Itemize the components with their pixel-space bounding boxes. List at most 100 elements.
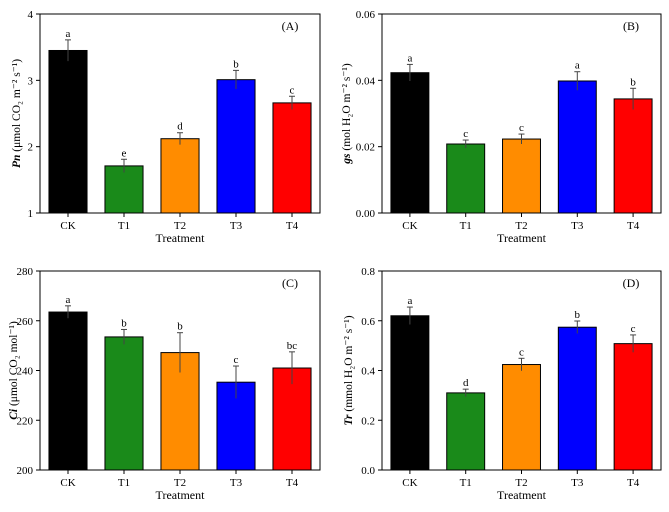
- panel-c-label: (C): [282, 276, 298, 290]
- panel-c-xtick-label: T3: [230, 477, 243, 489]
- panel-d-xtick-label: T1: [460, 477, 472, 489]
- panel-a-bar-t1: [104, 165, 144, 214]
- panel-d-ytick-label: 0.8: [361, 266, 375, 278]
- panel-c-significance-letter: c: [234, 354, 239, 366]
- panel-b-label: (B): [623, 19, 639, 33]
- panel-a-ytick-label: 1: [28, 208, 34, 220]
- panel-a-bar-t2: [160, 138, 200, 214]
- panel-b-x-axis-label: Treatment: [497, 231, 547, 245]
- panel-c-y-axis-label: Ci (μmol CO₂ mol⁻¹): [8, 321, 20, 420]
- panel-a-significance-letter: a: [66, 28, 71, 40]
- panel-c-significance-letter: b: [177, 321, 183, 333]
- panel-a-bar-ck: [48, 49, 88, 214]
- panel-b-xtick-label: CK: [402, 220, 417, 232]
- panel-a-xtick-label: T3: [230, 220, 243, 232]
- panel-b-bar-t3: [557, 80, 597, 214]
- panel-d-bar-t1: [446, 392, 486, 471]
- panel-c: 200 220 240 260 280 a CK b T1 b T2 c T3 bc T4 Treatment…: [8, 266, 321, 502]
- panel-c-significance-letter: a: [66, 294, 71, 306]
- panel-a-label: (A): [282, 19, 299, 33]
- panel-b-bar-t2: [502, 138, 541, 214]
- panel-a-y-axis-symbol: Pn: [11, 152, 23, 168]
- panel-d-significance-letter: d: [463, 377, 469, 389]
- panel-c-x-axis-label: Treatment: [156, 488, 206, 502]
- panel-d-label: (D): [623, 276, 640, 290]
- panel-d-bar-t2: [502, 364, 541, 471]
- panel-d-x-axis-label: Treatment: [497, 488, 547, 502]
- panel-a-y-axis-unit: (μmol CO₂ m⁻² s⁻¹): [11, 59, 23, 152]
- panel-b-xtick-label: T4: [627, 220, 640, 232]
- panel-d-xtick-label: T2: [515, 477, 527, 489]
- panel-d-xtick-label: T4: [627, 477, 640, 489]
- panel-a-xtick-label: CK: [60, 220, 75, 232]
- panel-b-significance-letter: c: [519, 122, 524, 134]
- panel-b-xtick-label: T1: [460, 220, 472, 232]
- panel-b-xtick-label: T3: [571, 220, 584, 232]
- panel-d-significance-letter: c: [631, 323, 636, 335]
- panel-a-xtick-label: T1: [118, 220, 130, 232]
- panel-c-xtick-label: T2: [174, 477, 186, 489]
- panel-b-ytick-label: 0.02: [356, 142, 375, 154]
- panel-d-y-axis-label: Tr (mmol H₂O m⁻² s⁻¹): [343, 315, 355, 425]
- panel-c-ytick-label: 240: [17, 366, 34, 378]
- panel-a-significance-letter: b: [233, 58, 239, 70]
- panel-a-ytick-label: 4: [28, 9, 34, 21]
- panel-b-ytick-label: 0.06: [356, 9, 376, 21]
- panel-b-y-axis-label: gs (mol H₂O m⁻² s⁻¹): [341, 63, 353, 165]
- panel-a-xtick-label: T2: [174, 220, 186, 232]
- panel-b-bar-t4: [613, 98, 653, 214]
- panel-c-bar-t4: [272, 367, 312, 471]
- panel-d-ytick-label: 0.4: [361, 366, 375, 378]
- panel-d-y-axis-symbol: Tr: [343, 412, 355, 426]
- panel-d-significance-letter: a: [407, 295, 412, 307]
- panel-b-bar-t1: [446, 143, 486, 214]
- panel-d-significance-letter: c: [519, 346, 524, 358]
- panel-d-ytick-label: 0.0: [361, 465, 375, 477]
- panel-c-ytick-label: 280: [17, 266, 34, 278]
- panel-a-ytick-label: 3: [28, 75, 34, 87]
- panel-b: 0.00 0.02 0.04 0.06 a CK c T1 c T2 a T3 b T4 Treatment…: [341, 9, 662, 245]
- panel-c-ytick-label: 220: [17, 415, 34, 427]
- panel-c-xtick-label: T4: [286, 477, 299, 489]
- panel-b-significance-letter: a: [575, 60, 580, 72]
- panel-a-bar-t4: [272, 102, 312, 214]
- panel-b-significance-letter: b: [630, 76, 636, 88]
- panel-c-ytick-label: 200: [17, 465, 34, 477]
- panel-a-significance-letter: e: [122, 147, 127, 159]
- panel-a-y-axis-label: Pn (μmol CO₂ m⁻² s⁻¹): [11, 59, 23, 168]
- panel-b-significance-letter: c: [463, 128, 468, 140]
- panel-c-xtick-label: CK: [60, 477, 75, 489]
- panel-b-ytick-label: 0.04: [356, 75, 376, 87]
- panel-a: 1 2 3 4 a CK e T1 d T2 b T3 c T4 Treatment Pn (μmol CO₂…: [11, 9, 321, 245]
- panel-c-y-axis-symbol: Ci: [8, 406, 20, 420]
- panel-d-ytick-label: 0.6: [361, 316, 375, 328]
- panel-c-bar-ck: [48, 311, 88, 471]
- panel-c-significance-letter: b: [121, 317, 127, 329]
- panel-a-xtick-label: T4: [286, 220, 299, 232]
- panel-a-ytick-label: 2: [28, 142, 34, 154]
- panel-b-bar-ck: [390, 72, 430, 214]
- panel-a-bar-t3: [216, 79, 256, 214]
- panel-d-xtick-label: CK: [402, 477, 417, 489]
- panel-d-bar-t4: [613, 343, 653, 471]
- panel-d-ytick-label: 0.2: [361, 415, 375, 427]
- panel-c-xtick-label: T1: [118, 477, 130, 489]
- panel-b-y-axis-unit: (mol H₂O m⁻² s⁻¹): [341, 63, 353, 150]
- panel-c-y-axis-unit: (μmol CO₂ mol⁻¹): [8, 321, 20, 406]
- panel-c-ytick-label: 260: [17, 316, 34, 328]
- panel-d-y-axis-unit: (mmol H₂O m⁻² s⁻¹): [343, 315, 355, 411]
- panel-b-y-axis-symbol: gs: [341, 151, 353, 165]
- panel-d-bar-t3: [557, 326, 597, 471]
- panel-a-significance-letter: c: [290, 84, 295, 96]
- panel-b-xtick-label: T2: [515, 220, 527, 232]
- panel-a-x-axis-label: Treatment: [156, 231, 206, 245]
- panel-a-significance-letter: d: [177, 121, 183, 133]
- panel-c-significance-letter: bc: [287, 340, 298, 352]
- panel-d-bar-ck: [390, 315, 430, 471]
- panel-d: 0.0 0.2 0.4 0.6 0.8 a CK d T1 c T2 b T3 c T4 Treatment T…: [343, 266, 662, 502]
- panel-c-bar-t1: [104, 336, 144, 471]
- panel-d-xtick-label: T3: [571, 477, 584, 489]
- panel-b-ytick-label: 0.00: [356, 208, 376, 220]
- panel-b-significance-letter: a: [407, 52, 412, 64]
